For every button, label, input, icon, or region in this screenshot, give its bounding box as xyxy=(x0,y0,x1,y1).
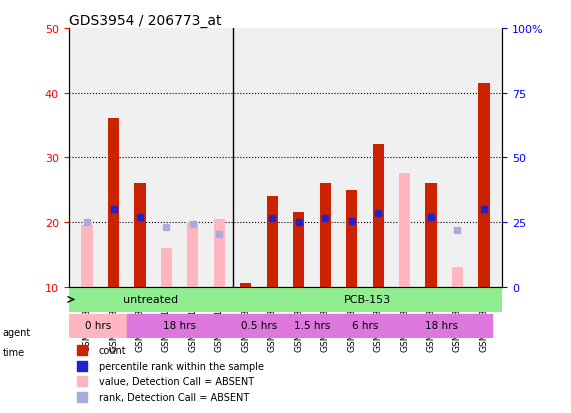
Text: 0.5 hrs: 0.5 hrs xyxy=(241,320,277,330)
FancyBboxPatch shape xyxy=(286,314,339,337)
Bar xyxy=(82,225,93,287)
FancyBboxPatch shape xyxy=(69,314,127,337)
Text: rank, Detection Call = ABSENT: rank, Detection Call = ABSENT xyxy=(99,392,249,402)
Bar xyxy=(372,145,384,287)
Bar xyxy=(240,284,251,287)
FancyBboxPatch shape xyxy=(127,314,232,337)
Text: untreated: untreated xyxy=(123,295,178,305)
Text: 18 hrs: 18 hrs xyxy=(163,320,196,330)
FancyBboxPatch shape xyxy=(391,314,492,337)
FancyBboxPatch shape xyxy=(232,314,286,337)
FancyBboxPatch shape xyxy=(69,288,232,311)
Bar xyxy=(478,84,489,287)
Bar xyxy=(187,222,199,287)
FancyBboxPatch shape xyxy=(232,288,502,311)
Bar xyxy=(452,268,463,287)
Bar xyxy=(108,119,119,287)
Bar xyxy=(399,174,410,287)
Bar xyxy=(214,219,225,287)
Text: PCB-153: PCB-153 xyxy=(344,295,391,305)
Text: percentile rank within the sample: percentile rank within the sample xyxy=(99,361,264,371)
Text: 1.5 hrs: 1.5 hrs xyxy=(293,320,330,330)
Bar xyxy=(161,248,172,287)
Text: agent: agent xyxy=(3,328,31,337)
Bar xyxy=(320,184,331,287)
Bar xyxy=(346,190,357,287)
Text: 18 hrs: 18 hrs xyxy=(425,320,458,330)
Bar xyxy=(399,184,410,287)
Text: count: count xyxy=(99,345,127,355)
Bar xyxy=(134,184,146,287)
Text: value, Detection Call = ABSENT: value, Detection Call = ABSENT xyxy=(99,377,254,387)
FancyBboxPatch shape xyxy=(339,314,391,337)
Text: 6 hrs: 6 hrs xyxy=(352,320,378,330)
Bar xyxy=(425,184,437,287)
Text: time: time xyxy=(3,347,25,357)
Bar xyxy=(267,197,278,287)
Text: GDS3954 / 206773_at: GDS3954 / 206773_at xyxy=(69,14,221,28)
Bar xyxy=(293,213,304,287)
Text: 0 hrs: 0 hrs xyxy=(85,320,111,330)
